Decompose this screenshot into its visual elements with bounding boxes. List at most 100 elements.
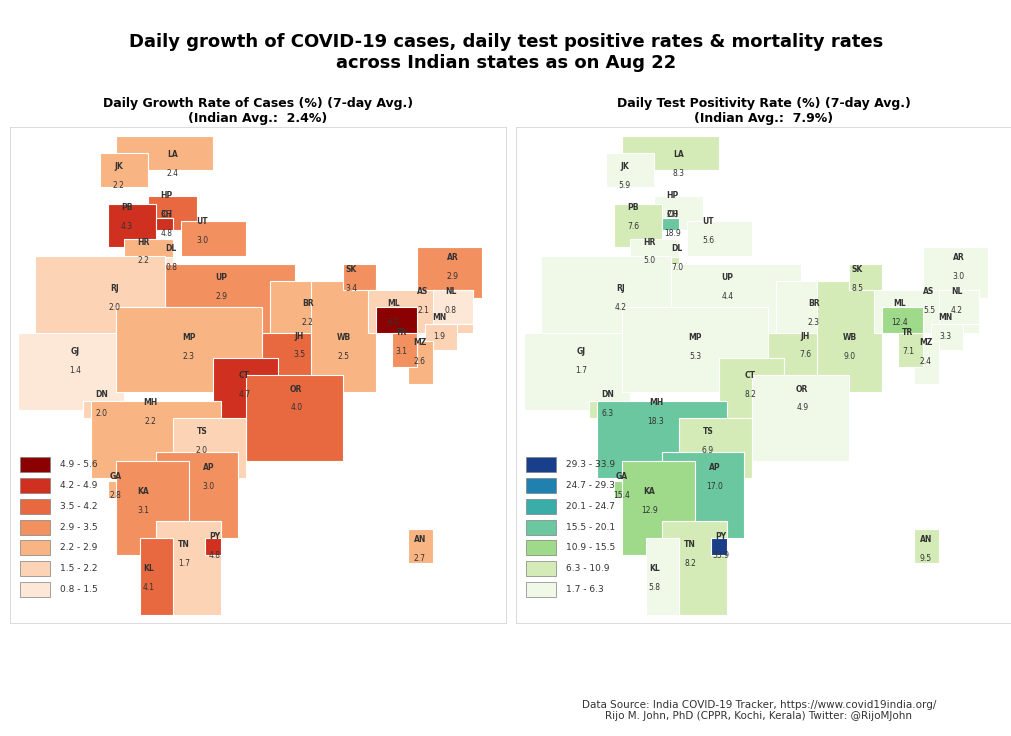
Text: 7.1: 7.1: [901, 347, 913, 356]
Polygon shape: [83, 401, 107, 418]
Polygon shape: [751, 375, 848, 461]
Text: LA: LA: [167, 150, 178, 159]
Polygon shape: [425, 324, 457, 350]
Text: 6.9: 6.9: [702, 446, 714, 456]
Text: 2.4: 2.4: [167, 169, 179, 178]
Text: 2.0: 2.0: [95, 408, 107, 417]
Polygon shape: [938, 290, 979, 324]
Text: 10.9 - 15.5: 10.9 - 15.5: [565, 543, 615, 553]
Text: CT: CT: [239, 371, 250, 380]
Polygon shape: [613, 481, 629, 498]
Bar: [20, 499, 50, 514]
Text: 0.8: 0.8: [444, 306, 456, 315]
Text: 3.0: 3.0: [951, 272, 963, 281]
Text: 12.4: 12.4: [891, 318, 907, 327]
Text: TR: TR: [396, 328, 407, 337]
Text: 2.5: 2.5: [337, 353, 349, 361]
Polygon shape: [205, 538, 221, 555]
Text: 2.9 - 3.5: 2.9 - 3.5: [60, 523, 97, 531]
Text: 2.0: 2.0: [665, 210, 677, 219]
Text: 4.0: 4.0: [290, 403, 302, 412]
Polygon shape: [157, 520, 221, 615]
Polygon shape: [149, 196, 197, 230]
Text: MZ: MZ: [918, 339, 931, 347]
Polygon shape: [270, 281, 343, 342]
Text: 5.3: 5.3: [688, 353, 701, 361]
Text: MN: MN: [432, 313, 446, 322]
Polygon shape: [107, 205, 157, 247]
Text: JH: JH: [800, 331, 810, 341]
Text: AS: AS: [923, 287, 934, 296]
Polygon shape: [91, 401, 221, 478]
Bar: [526, 499, 555, 514]
Polygon shape: [588, 401, 613, 418]
Text: 9.5: 9.5: [919, 554, 931, 563]
Polygon shape: [711, 538, 727, 555]
Text: 33.9: 33.9: [712, 551, 729, 559]
Text: UT: UT: [702, 217, 713, 226]
Polygon shape: [621, 307, 767, 392]
Text: 1.5 - 2.2: 1.5 - 2.2: [60, 565, 97, 573]
Polygon shape: [881, 307, 922, 333]
Polygon shape: [848, 264, 881, 290]
Text: PB: PB: [121, 203, 132, 212]
Text: 3.5 - 4.2: 3.5 - 4.2: [60, 502, 97, 511]
Text: Daily growth of COVID-19 cases, daily test positive rates & mortality rates
acro: Daily growth of COVID-19 cases, daily te…: [128, 33, 883, 72]
Text: 5.6: 5.6: [702, 236, 714, 245]
Polygon shape: [375, 307, 417, 333]
Text: AS: AS: [418, 287, 429, 296]
Text: DL: DL: [671, 244, 682, 253]
Text: 4.2 - 4.9: 4.2 - 4.9: [60, 481, 97, 490]
Text: CH: CH: [665, 210, 677, 219]
Polygon shape: [686, 222, 751, 255]
Polygon shape: [310, 281, 375, 392]
Text: HR: HR: [137, 238, 150, 247]
Text: WB: WB: [841, 333, 855, 342]
Text: 4.9 - 5.6: 4.9 - 5.6: [60, 460, 97, 469]
Text: 0.8: 0.8: [165, 263, 177, 272]
Text: 3.3: 3.3: [938, 332, 950, 341]
Polygon shape: [898, 333, 922, 367]
Text: JK: JK: [620, 162, 629, 171]
Text: KL: KL: [648, 564, 659, 573]
Text: GJ: GJ: [71, 347, 80, 356]
Polygon shape: [678, 418, 751, 478]
Bar: [526, 520, 555, 534]
Text: NL: NL: [950, 287, 961, 296]
Text: Data Source: India COVID-19 Tracker, https://www.covid19india.org/
Rijo M. John,: Data Source: India COVID-19 Tracker, htt…: [581, 700, 935, 721]
Text: ML: ML: [893, 299, 905, 308]
Text: 2.7: 2.7: [413, 554, 426, 563]
Bar: [20, 562, 50, 576]
Text: 2.0: 2.0: [196, 446, 208, 456]
Polygon shape: [18, 333, 123, 409]
Bar: [526, 478, 555, 493]
Polygon shape: [666, 258, 678, 268]
Text: 4.7: 4.7: [238, 390, 250, 399]
Title: Daily Test Positivity Rate (%) (7-day Avg.)
(Indian Avg.:  7.9%): Daily Test Positivity Rate (%) (7-day Av…: [617, 97, 910, 125]
Text: 3.1: 3.1: [137, 506, 150, 515]
Text: 18.9: 18.9: [663, 229, 680, 238]
Text: 1.9: 1.9: [433, 332, 445, 341]
Polygon shape: [123, 238, 173, 281]
Text: 4.8: 4.8: [160, 229, 172, 238]
Text: KL: KL: [143, 564, 154, 573]
Text: TS: TS: [702, 428, 713, 436]
Polygon shape: [408, 342, 433, 384]
Text: HP: HP: [160, 191, 172, 200]
Polygon shape: [646, 538, 678, 615]
Text: KA: KA: [643, 487, 655, 496]
Text: UP: UP: [215, 274, 227, 283]
Text: 2.6: 2.6: [413, 357, 426, 367]
Bar: [20, 520, 50, 534]
Text: MH: MH: [648, 398, 662, 407]
Polygon shape: [107, 481, 123, 498]
Text: TN: TN: [178, 540, 190, 549]
Text: 8.5: 8.5: [850, 284, 862, 293]
Bar: [20, 582, 50, 597]
Polygon shape: [662, 453, 743, 538]
Text: 4.9: 4.9: [796, 403, 808, 412]
Polygon shape: [922, 247, 987, 298]
Text: 1.7: 1.7: [574, 366, 586, 375]
Text: AR: AR: [446, 253, 458, 262]
Polygon shape: [181, 222, 246, 255]
